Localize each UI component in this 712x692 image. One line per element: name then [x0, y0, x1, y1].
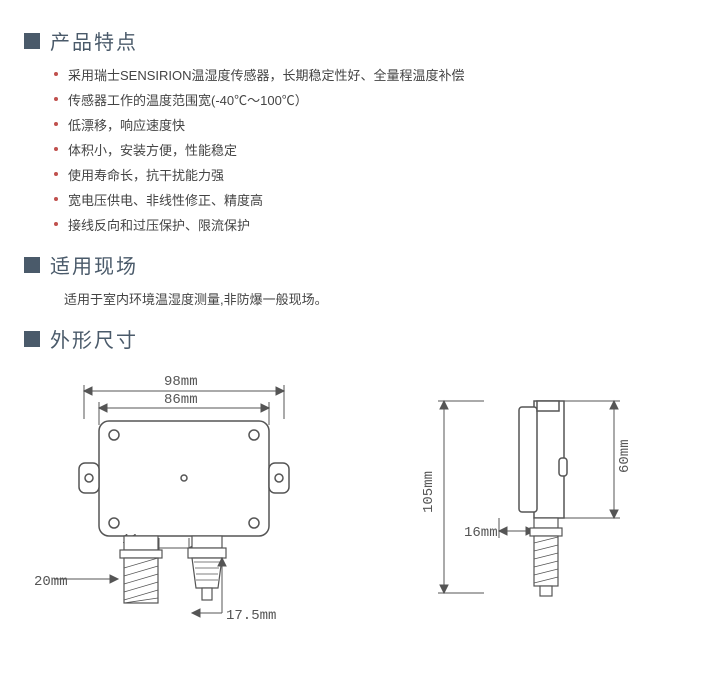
- side-view-diagram: 105mm 60mm 16mm: [404, 363, 664, 646]
- dim-width-inner: 86mm: [164, 392, 198, 408]
- feature-item: 接线反向和过压保护、限流保护: [54, 215, 688, 234]
- feature-item: 宽电压供电、非线性修正、精度高: [54, 190, 688, 209]
- features-list: 采用瑞士SENSIRION温湿度传感器，长期稳定性好、全量程温度补偿 传感器工作…: [54, 65, 688, 234]
- dim-depth: 16mm: [464, 525, 498, 541]
- square-bullet-icon: [24, 33, 40, 49]
- feature-item: 使用寿命长，抗干扰能力强: [54, 165, 688, 184]
- feature-item: 采用瑞士SENSIRION温湿度传感器，长期稳定性好、全量程温度补偿: [54, 65, 688, 84]
- dim-height-total: 105mm: [421, 471, 437, 513]
- applicable-text: 适用于室内环境温湿度测量,非防爆一般现场。: [64, 289, 688, 308]
- section-title: 产品特点: [50, 26, 138, 55]
- side-view-svg: 105mm 60mm 16mm: [404, 363, 664, 643]
- dim-width-outer: 98mm: [164, 374, 198, 390]
- section-header-dimensions: 外形尺寸: [24, 324, 688, 353]
- section-title: 外形尺寸: [50, 324, 138, 353]
- section-header-features: 产品特点: [24, 26, 688, 55]
- feature-item: 低漂移，响应速度快: [54, 115, 688, 134]
- section-title: 适用现场: [50, 250, 138, 279]
- section-header-applicable: 适用现场: [24, 250, 688, 279]
- feature-item: 传感器工作的温度范围宽(-40℃～100℃）: [54, 90, 688, 109]
- dimension-diagrams: 98mm 86mm: [24, 363, 688, 646]
- feature-item: 体积小，安装方便，性能稳定: [54, 140, 688, 159]
- dim-gland-ext: 17.5mm: [226, 608, 276, 624]
- square-bullet-icon: [24, 257, 40, 273]
- square-bullet-icon: [24, 331, 40, 347]
- dim-height-body: 60mm: [617, 439, 633, 473]
- front-view-svg: 98mm 86mm: [24, 363, 344, 643]
- front-view-diagram: 98mm 86mm: [24, 363, 344, 646]
- dim-gland-dia: 20mm: [34, 574, 68, 590]
